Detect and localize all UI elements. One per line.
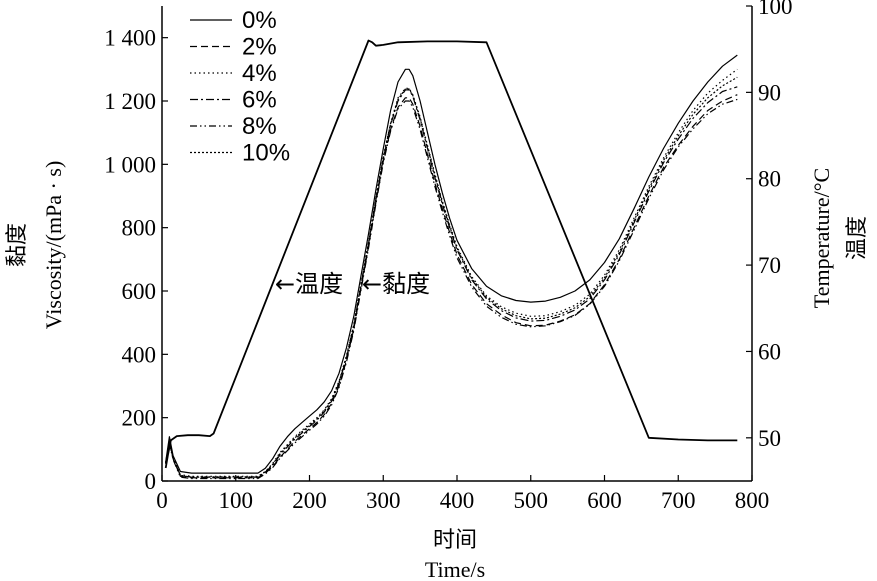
x-tick-label: 200 [292, 488, 327, 513]
series-line-0pct [165, 54, 738, 474]
legend-label: 4% [242, 60, 277, 87]
legend-label: 0% [242, 7, 277, 34]
x-axis-title-en: Time/s [425, 557, 485, 581]
x-axis-title-zh: 时间 [433, 528, 477, 553]
series-line-10pct [165, 76, 738, 478]
series-line-8pct [165, 98, 738, 480]
y-left-tick-label: 200 [122, 406, 157, 431]
x-tick-label: 100 [219, 488, 254, 513]
y-left-axis-ticks: 0 200 400 600 800 1 000 1 200 1 400 [104, 26, 168, 494]
temperature-line [164, 39, 738, 469]
series-lines [164, 39, 738, 480]
y-right-axis-title-en: Temperature/°C [809, 168, 834, 308]
legend-label: 6% [242, 87, 277, 114]
y-left-axis-title-en: Viscosity/(mPa · s) [41, 161, 66, 330]
y-left-tick-label: 1 400 [104, 26, 156, 51]
y-right-tick-label: 50 [758, 426, 781, 451]
y-left-tick-label: 800 [122, 216, 157, 241]
y-right-tick-label: 70 [758, 253, 781, 278]
y-left-axis-title-zh: 黏度 [5, 223, 30, 267]
x-tick-label: 500 [514, 488, 549, 513]
y-right-tick-label: 90 [758, 80, 781, 105]
annotation-viscosity: ←黏度 [362, 270, 430, 298]
annotation-temperature: ←温度 [275, 270, 343, 298]
legend-label: 8% [242, 113, 277, 140]
x-tick-label: 400 [440, 488, 475, 513]
y-left-tick-label: 0 [145, 469, 157, 494]
y-left-tick-label: 400 [122, 342, 157, 367]
x-tick-label: 800 [735, 488, 770, 513]
y-right-tick-label: 100 [758, 0, 793, 19]
y-left-tick-label: 600 [122, 279, 157, 304]
y-right-axis-title-zh: 温度 [845, 216, 870, 260]
y-right-axis-ticks: 50 60 70 80 90 100 [746, 0, 793, 451]
x-tick-label: 600 [587, 488, 622, 513]
x-axis-ticks: 0 100 200 300 400 500 600 700 800 [156, 475, 769, 513]
y-right-tick-label: 80 [758, 167, 781, 192]
legend-label: 2% [242, 34, 277, 61]
y-left-tick-label: 1 200 [104, 89, 156, 114]
x-tick-label: 0 [156, 488, 168, 513]
legend-label: 10% [242, 140, 290, 167]
x-tick-label: 700 [661, 488, 696, 513]
y-right-tick-label: 60 [758, 339, 781, 364]
y-left-tick-label: 1 000 [104, 152, 156, 177]
legend: 0%2%4%6%8%10% [190, 7, 290, 167]
x-tick-label: 300 [366, 488, 401, 513]
series-line-2pct [165, 94, 738, 479]
